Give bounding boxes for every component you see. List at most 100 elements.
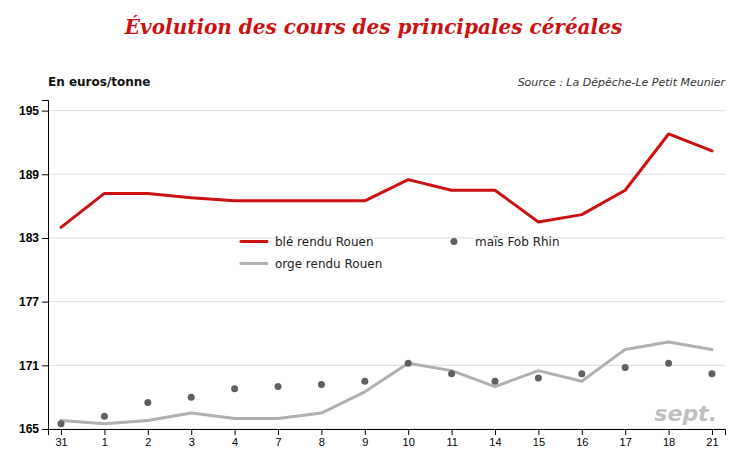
legend-swatch [241,262,267,265]
point [275,383,282,390]
x-tick-label: 8 [319,436,325,448]
x-tick-label: 11 [446,436,457,448]
y-tick-mark [42,302,48,303]
y-tick-label: 177 [19,295,39,309]
x-tick: 16 [576,429,588,448]
legend-label: maïs Fob Rhin [475,235,560,249]
legend: blé rendu Rouen orge rendu Rouen maïs Fob … [241,235,560,271]
x-tick-label: 1 [102,436,108,448]
point [144,399,151,406]
y-tick-mark [42,429,48,430]
legend-item: blé rendu Rouen [241,235,374,249]
point [101,413,108,420]
point [622,364,629,371]
series-line [61,342,712,424]
grid [48,111,725,429]
point [361,378,368,385]
point [491,378,498,385]
x-tick-mark [321,429,322,435]
point [58,420,65,427]
x-tick: 8 [319,429,325,448]
x-tick-label: 18 [663,436,675,448]
y-axis: 165 171 177 183 189 195 [19,101,49,437]
x-tick: 21 [706,429,718,448]
x-tick: 2 [145,429,151,448]
y-axis-title: En euros/tonne [48,75,151,89]
plot: 165 171 177 183 189 195 31 1 2 3 4 7 8 9 10 11 14 15 16 17 1… [19,101,726,448]
x-tick-mark [235,429,236,435]
legend-swatch [450,238,457,245]
point [231,385,238,392]
y-tick-mark [42,238,48,239]
grid-line [48,237,725,238]
x-tick-label: 2 [145,436,151,448]
x-tick-label: 4 [232,436,238,448]
x-tick-mark [408,429,409,435]
x-tick-mark [365,429,366,435]
y-tick-label: 195 [19,104,39,118]
x-tick: 18 [663,429,675,448]
y-axis-line [42,101,49,430]
y-tick-label: 171 [19,359,39,373]
y-tick: 195 [19,104,48,118]
x-tick-label: 16 [576,436,588,448]
x-tick-label: 3 [189,436,195,448]
point [708,370,715,377]
x-tick-mark [191,429,192,435]
x-tick-label: 7 [275,436,281,448]
x-tick-label: 9 [362,436,368,448]
marks [58,134,716,427]
x-tick: 9 [362,429,368,448]
y-tick: 177 [19,295,48,309]
y-tick: 165 [19,422,48,436]
x-tick-label: 15 [533,436,545,448]
grid-line [48,110,725,111]
x-tick: 4 [232,429,238,448]
x-tick: 31 [55,429,67,448]
y-tick-label: 183 [19,231,39,245]
y-tick-label: 189 [19,168,39,182]
x-axis: 31 1 2 3 4 7 8 9 10 11 14 15 16 17 18 21 [49,429,726,448]
y-tick: 183 [19,231,48,245]
y-tick-mark [42,365,48,366]
x-tick: 14 [489,429,501,448]
grid-line [48,174,725,175]
legend-label: blé rendu Rouen [275,235,374,249]
point [578,370,585,377]
x-axis-line [49,430,726,436]
legend-item: maïs Fob Rhin [450,235,559,249]
x-tick-label: 21 [706,436,718,448]
y-tick-mark [42,111,48,112]
point [535,375,542,382]
x-tick: 17 [620,429,632,448]
point [405,360,412,367]
x-tick-label: 10 [403,436,415,448]
x-tick-mark [625,429,626,435]
grid-line [48,301,725,302]
series-line [61,134,712,227]
title: Évolution des cours des principales céré… [124,15,622,39]
x-tick-mark [582,429,583,435]
x-tick-mark [538,429,539,435]
x-tick-mark [104,429,105,435]
point [448,370,455,377]
y-tick-mark [42,174,48,175]
x-tick-mark [61,429,62,435]
y-tick: 171 [19,359,48,373]
x-tick-label: 31 [55,436,67,448]
x-tick: 3 [189,429,195,448]
point [188,394,195,401]
point [665,360,672,367]
source: Source : La Dêpêche-Le Petit Meunier [518,76,727,89]
y-tick: 189 [19,168,48,182]
x-tick: 7 [275,429,281,448]
x-tick-mark [495,429,496,435]
x-tick-label: 17 [620,436,632,448]
x-tick-mark [148,429,149,435]
legend-swatch [241,240,267,243]
legend-label: orge rendu Rouen [275,257,382,271]
x-tick-mark [669,429,670,435]
x-tick-label: 14 [489,436,501,448]
annotation: sept. [654,401,717,426]
x-tick-mark [278,429,279,435]
